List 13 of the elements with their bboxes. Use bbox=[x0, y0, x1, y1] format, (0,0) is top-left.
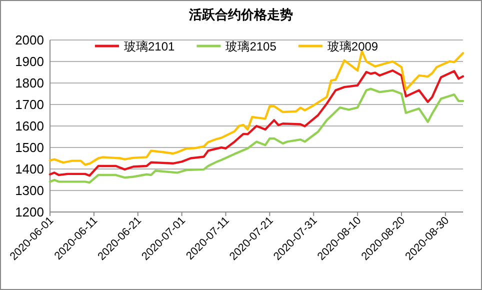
y-tick-label: 1200 bbox=[15, 204, 44, 220]
y-tick-label: 1500 bbox=[15, 140, 44, 155]
legend-label: 玻璃2105 bbox=[226, 40, 277, 54]
legend-label: 玻璃2101 bbox=[124, 40, 176, 54]
y-tick-label: 1300 bbox=[15, 183, 44, 198]
y-tick-label: 2000 bbox=[15, 32, 44, 48]
legend-label: 玻璃2009 bbox=[327, 40, 378, 54]
chart-title: 活跃合约价格走势 bbox=[188, 7, 293, 22]
y-tick-label: 1800 bbox=[15, 76, 44, 90]
y-tick-label: 1600 bbox=[15, 118, 44, 134]
y-tick-label: 1900 bbox=[15, 54, 44, 69]
y-tick-label: 1400 bbox=[15, 162, 44, 176]
y-tick-label: 1700 bbox=[15, 97, 44, 112]
